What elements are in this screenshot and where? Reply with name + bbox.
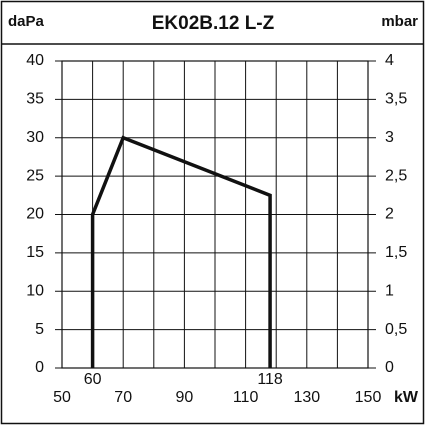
y2-tick-label: 1 [385,282,394,299]
y2-tick-label: 0 [385,359,394,376]
y-tick-label: 30 [26,129,44,146]
y-tick-label: 15 [26,244,44,261]
y-tick-label: 35 [26,91,44,108]
y2-tick-label: 4 [385,52,394,69]
y-tick-label: 0 [35,359,44,376]
x-tick-label: 70 [114,389,132,406]
x-tick-label: 130 [293,389,320,406]
annotation: 118 [257,371,283,388]
y-tick-label: 20 [26,206,44,223]
x-tick-label: 90 [176,389,194,406]
y-tick-label: 10 [26,282,44,299]
y2-tick-label: 0,5 [385,321,407,338]
x-tick-label: 150 [355,389,382,406]
plot-frame [61,60,369,369]
y2-tick-label: 1,5 [385,244,407,261]
x-tick-label: 50 [53,389,71,406]
y2-tick-label: 3 [385,129,394,146]
x-axis-label: kW [394,389,419,406]
y-axis-label: daPa [8,13,45,30]
y2-tick-label: 2,5 [385,167,407,184]
y2-tick-label: 3,5 [385,91,407,108]
y-tick-label: 5 [35,321,44,338]
data-line [90,135,272,368]
chart-title: EK02B.12 L-Z [152,13,275,34]
x-tick-label: 110 [233,389,259,406]
y-tick-label: 40 [26,52,44,69]
annotation: 60 [84,371,102,388]
y2-axis-label: mbar [381,13,418,30]
y-tick-label: 25 [26,167,44,184]
y2-tick-label: 2 [385,206,394,223]
